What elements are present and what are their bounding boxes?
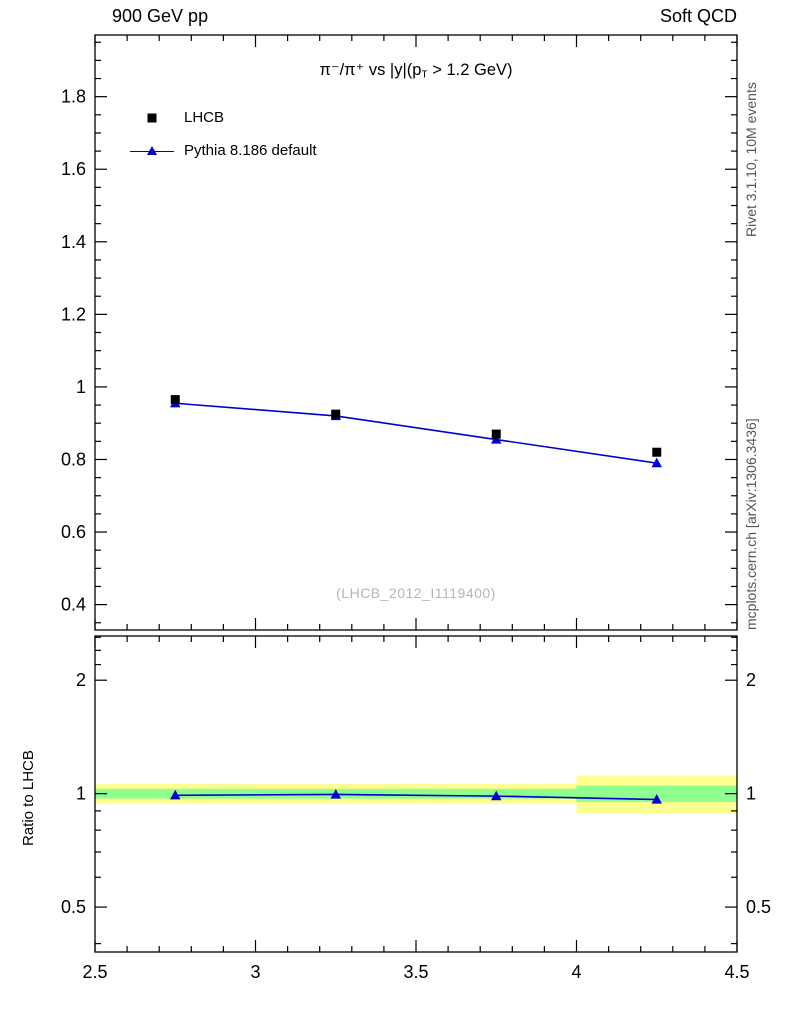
lhcb-point bbox=[652, 447, 662, 457]
title-subscript: T bbox=[421, 69, 428, 81]
main-y-tick-label: 0.6 bbox=[61, 522, 86, 542]
pythia-point bbox=[491, 434, 502, 444]
ratio-point bbox=[491, 790, 502, 801]
title-part-rest: > 1.2 GeV) bbox=[427, 61, 513, 79]
main-y-tick-label: 1.2 bbox=[61, 304, 86, 324]
ratio-y-tick-label-right: 1 bbox=[746, 784, 756, 804]
plot-title: π⁻/π⁺ vs |y|(pT > 1.2 GeV) bbox=[95, 60, 737, 80]
axis-tick-labels: 0.4 0.6 0.8 1 1.2 1.4 1.6 1.8 0.5 0.5 1 1 2 2 2.5 3 3.5 4… bbox=[61, 87, 771, 982]
legend-label-lhcb: LHCB bbox=[184, 109, 225, 126]
lhcb-point bbox=[331, 409, 341, 419]
main-y-tick-label: 1 bbox=[76, 377, 86, 397]
main-y-tick-label: 1.4 bbox=[61, 232, 86, 252]
square-marker-glyph bbox=[147, 113, 157, 122]
lhcb-point bbox=[491, 429, 501, 439]
square-marker-icon bbox=[128, 110, 176, 126]
triangle-line-marker-icon bbox=[128, 143, 176, 159]
ratio-y-tick-label-right: 0.5 bbox=[746, 897, 771, 917]
ratio-point bbox=[651, 793, 662, 804]
process-group-label: Soft QCD bbox=[659, 6, 737, 26]
pythia-line bbox=[175, 402, 657, 464]
ratio-y-tick-label-left: 1 bbox=[76, 784, 86, 804]
main-y-tick-label: 1.6 bbox=[61, 159, 86, 179]
x-tick-label: 4 bbox=[571, 962, 581, 982]
ratio-axis-label: Ratio to LHCB bbox=[20, 750, 37, 846]
legend-item-pythia: Pythia 8.186 default bbox=[128, 134, 317, 167]
main-y-tick-label: 1.8 bbox=[61, 87, 86, 107]
x-tick-label: 3.5 bbox=[403, 962, 428, 982]
main-y-tick-label: 0.8 bbox=[61, 449, 86, 469]
x-tick-label: 2.5 bbox=[82, 962, 107, 982]
ratio-y-tick-label-left: 0.5 bbox=[61, 897, 86, 917]
triangle-marker-glyph bbox=[147, 145, 157, 155]
title-part-main: π⁻/π⁺ vs |y|(p bbox=[319, 61, 422, 79]
main-y-tick-label: 0.4 bbox=[61, 595, 86, 615]
analysis-id-watermark: (LHCB_2012_I1119400) bbox=[336, 585, 496, 601]
beam-energy-label: 900 GeV pp bbox=[112, 6, 209, 26]
rivet-version-note: Rivet 3.1.10, 10M events bbox=[743, 82, 759, 237]
x-tick-label: 4.5 bbox=[724, 962, 749, 982]
pythia-point bbox=[651, 457, 662, 468]
ratio-y-tick-label-right: 2 bbox=[746, 670, 756, 690]
legend-label-pythia: Pythia 8.186 default bbox=[184, 142, 317, 159]
ratio-y-tick-label-left: 2 bbox=[76, 670, 86, 690]
mcplots-attribution-note: mcplots.cern.ch [arXiv:1306.3436] bbox=[743, 418, 759, 630]
x-tick-label: 3 bbox=[250, 962, 260, 982]
lhcb-point bbox=[170, 395, 180, 405]
legend-item-lhcb: LHCB bbox=[128, 101, 317, 134]
ratio-point bbox=[330, 788, 341, 799]
axis-ticks bbox=[94, 35, 738, 952]
ratio-line bbox=[175, 793, 657, 801]
ratio-point bbox=[170, 789, 181, 800]
legend: LHCB Pythia 8.186 default bbox=[128, 101, 317, 167]
